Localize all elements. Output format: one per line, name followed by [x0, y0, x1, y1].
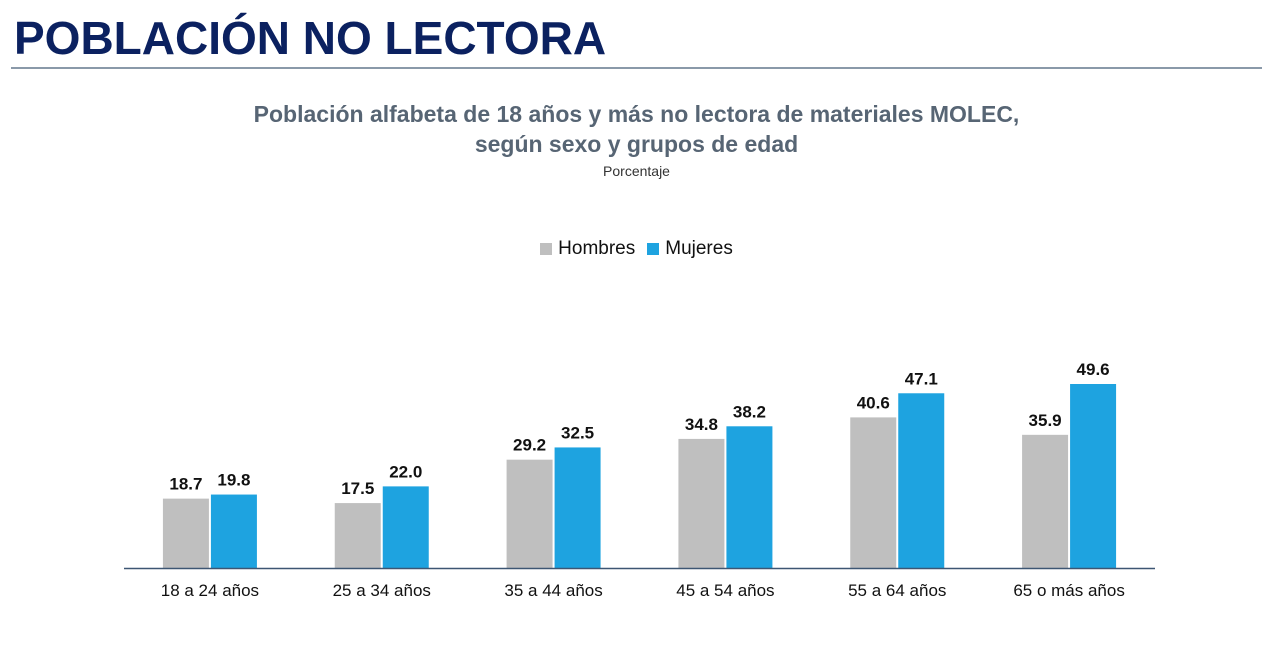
page-title: POBLACIÓN NO LECTORA: [14, 12, 607, 64]
x-tick-label-4: 55 a 64 años: [848, 581, 946, 600]
data-label-hombres-0: 18.7: [169, 475, 202, 494]
data-label-hombres-1: 17.5: [341, 479, 374, 498]
data-label-hombres-2: 29.2: [513, 436, 546, 455]
title-divider: [11, 67, 1262, 69]
legend-item-mujeres: Mujeres: [647, 238, 733, 260]
x-tick-label-3: 45 a 54 años: [676, 581, 774, 600]
legend-swatch-mujeres: [647, 243, 660, 255]
chart-legend: Hombres Mujeres: [0, 238, 1273, 260]
legend-label-mujeres: Mujeres: [665, 238, 733, 259]
bar-mujeres-2: [554, 447, 601, 568]
bar-hombres-4: [850, 417, 897, 568]
data-label-hombres-3: 34.8: [685, 415, 718, 434]
chart-subtitle: Porcentaje: [603, 163, 670, 179]
data-label-mujeres-5: 49.6: [1077, 360, 1110, 379]
legend-item-hombres: Hombres: [540, 238, 635, 260]
data-label-mujeres-1: 22.0: [389, 462, 422, 481]
x-tick-label-2: 35 a 44 años: [504, 581, 602, 600]
bar-hombres-3: [678, 438, 725, 568]
data-label-hombres-5: 35.9: [1029, 411, 1062, 430]
bar-mujeres-3: [726, 426, 773, 568]
data-label-mujeres-0: 19.8: [217, 471, 250, 490]
bar-mujeres-5: [1070, 384, 1117, 568]
x-tick-label-0: 18 a 24 años: [161, 581, 259, 600]
data-label-mujeres-3: 38.2: [733, 402, 766, 421]
data-label-hombres-4: 40.6: [857, 393, 890, 412]
bar-mujeres-4: [898, 393, 945, 568]
bar-mujeres-1: [382, 486, 429, 568]
data-label-mujeres-2: 32.5: [561, 423, 594, 442]
bar-hombres-2: [506, 459, 553, 568]
bar-hombres-1: [334, 503, 381, 568]
chart-title: Población alfabeta de 18 años y más no l…: [0, 99, 1273, 159]
legend-label-hombres: Hombres: [558, 238, 636, 259]
bar-hombres-5: [1022, 434, 1069, 568]
legend-swatch-hombres: [540, 243, 553, 255]
bar-mujeres-0: [210, 494, 257, 568]
chart-title-line-1: Población alfabeta de 18 años y más no l…: [253, 101, 1020, 127]
x-tick-label-1: 25 a 34 años: [333, 581, 431, 600]
bar-hombres-0: [162, 498, 209, 568]
data-label-mujeres-4: 47.1: [905, 369, 938, 388]
chart-title-line-2: según sexo y grupos de edad: [474, 131, 799, 157]
x-tick-label-5: 65 o más años: [1013, 581, 1125, 600]
